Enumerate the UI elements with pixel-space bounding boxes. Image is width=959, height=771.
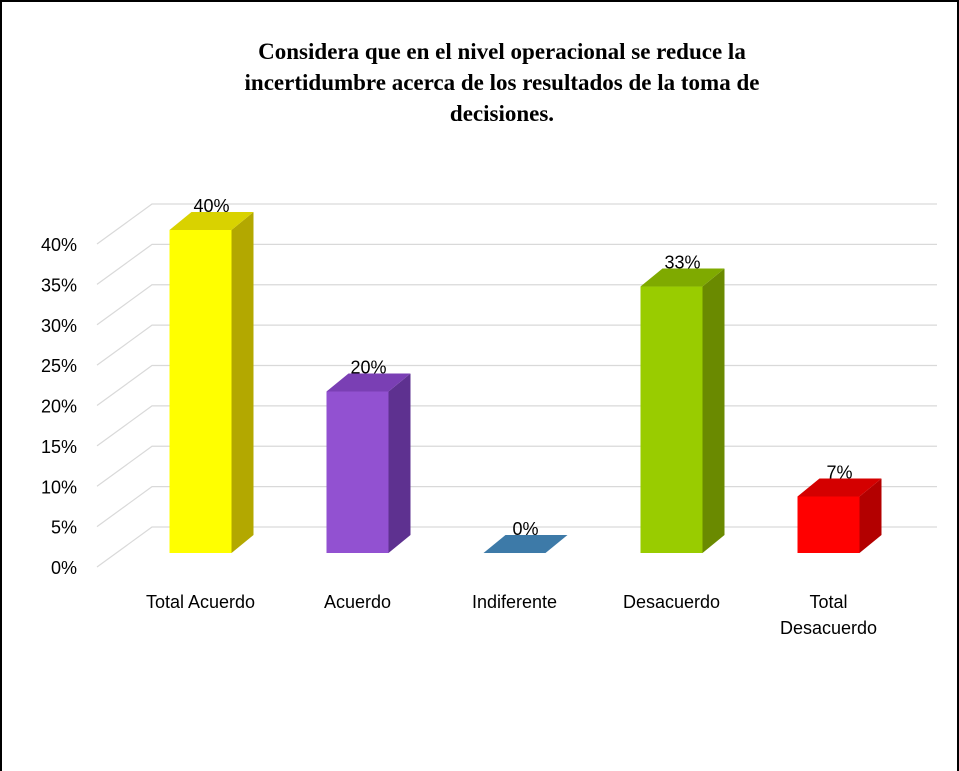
category-label: Desacuerdo <box>623 592 720 612</box>
bar-side <box>859 478 882 553</box>
bar-chart: 0%5%10%15%20%25%30%35%40% 40%20%0%33%7% … <box>41 196 937 638</box>
y-tick-label: 15% <box>41 437 77 457</box>
y-tick-label: 35% <box>41 275 77 295</box>
data-label: 7% <box>826 462 852 482</box>
bar-side <box>702 268 725 553</box>
bar-front <box>797 496 860 553</box>
bar-front <box>640 286 703 553</box>
y-tick-label: 5% <box>51 518 77 538</box>
bar <box>797 478 882 553</box>
chart-title: Considera que en el nivel operacional se… <box>152 36 852 129</box>
y-tick-label: 10% <box>41 477 77 497</box>
y-tick-label: 30% <box>41 316 77 336</box>
bar <box>326 373 411 553</box>
category-label: Total Acuerdo <box>146 592 255 612</box>
bar-front <box>169 230 232 553</box>
data-label: 20% <box>350 358 386 378</box>
bar-side <box>231 212 254 553</box>
chart-title-line-2: incertidumbre acerca de los resultados d… <box>244 70 760 95</box>
bar <box>640 268 725 553</box>
y-tick-label: 0% <box>51 558 77 578</box>
gridline <box>96 243 937 285</box>
y-tick-label: 40% <box>41 235 77 255</box>
bar <box>169 212 254 553</box>
bar-top <box>797 478 882 497</box>
bar-top <box>326 373 411 392</box>
category-label: Desacuerdo <box>780 618 877 638</box>
data-label: 0% <box>512 519 538 539</box>
chart-title-line-1: Considera que en el nivel operacional se… <box>258 39 746 64</box>
gridline <box>96 203 937 245</box>
category-label: Total <box>809 592 847 612</box>
bar-top <box>483 535 568 553</box>
data-label: 33% <box>664 253 700 273</box>
category-label: Indiferente <box>472 592 557 612</box>
bar-front <box>326 391 389 553</box>
category-label: Acuerdo <box>324 592 391 612</box>
y-tick-label: 25% <box>41 356 77 376</box>
bar-top <box>640 268 725 287</box>
bar-top <box>169 212 254 230</box>
chart-title-line-3: decisiones. <box>449 101 555 126</box>
bar <box>483 535 568 554</box>
y-tick-label: 20% <box>41 397 77 417</box>
data-label: 40% <box>193 196 229 216</box>
bar-side <box>388 373 411 553</box>
